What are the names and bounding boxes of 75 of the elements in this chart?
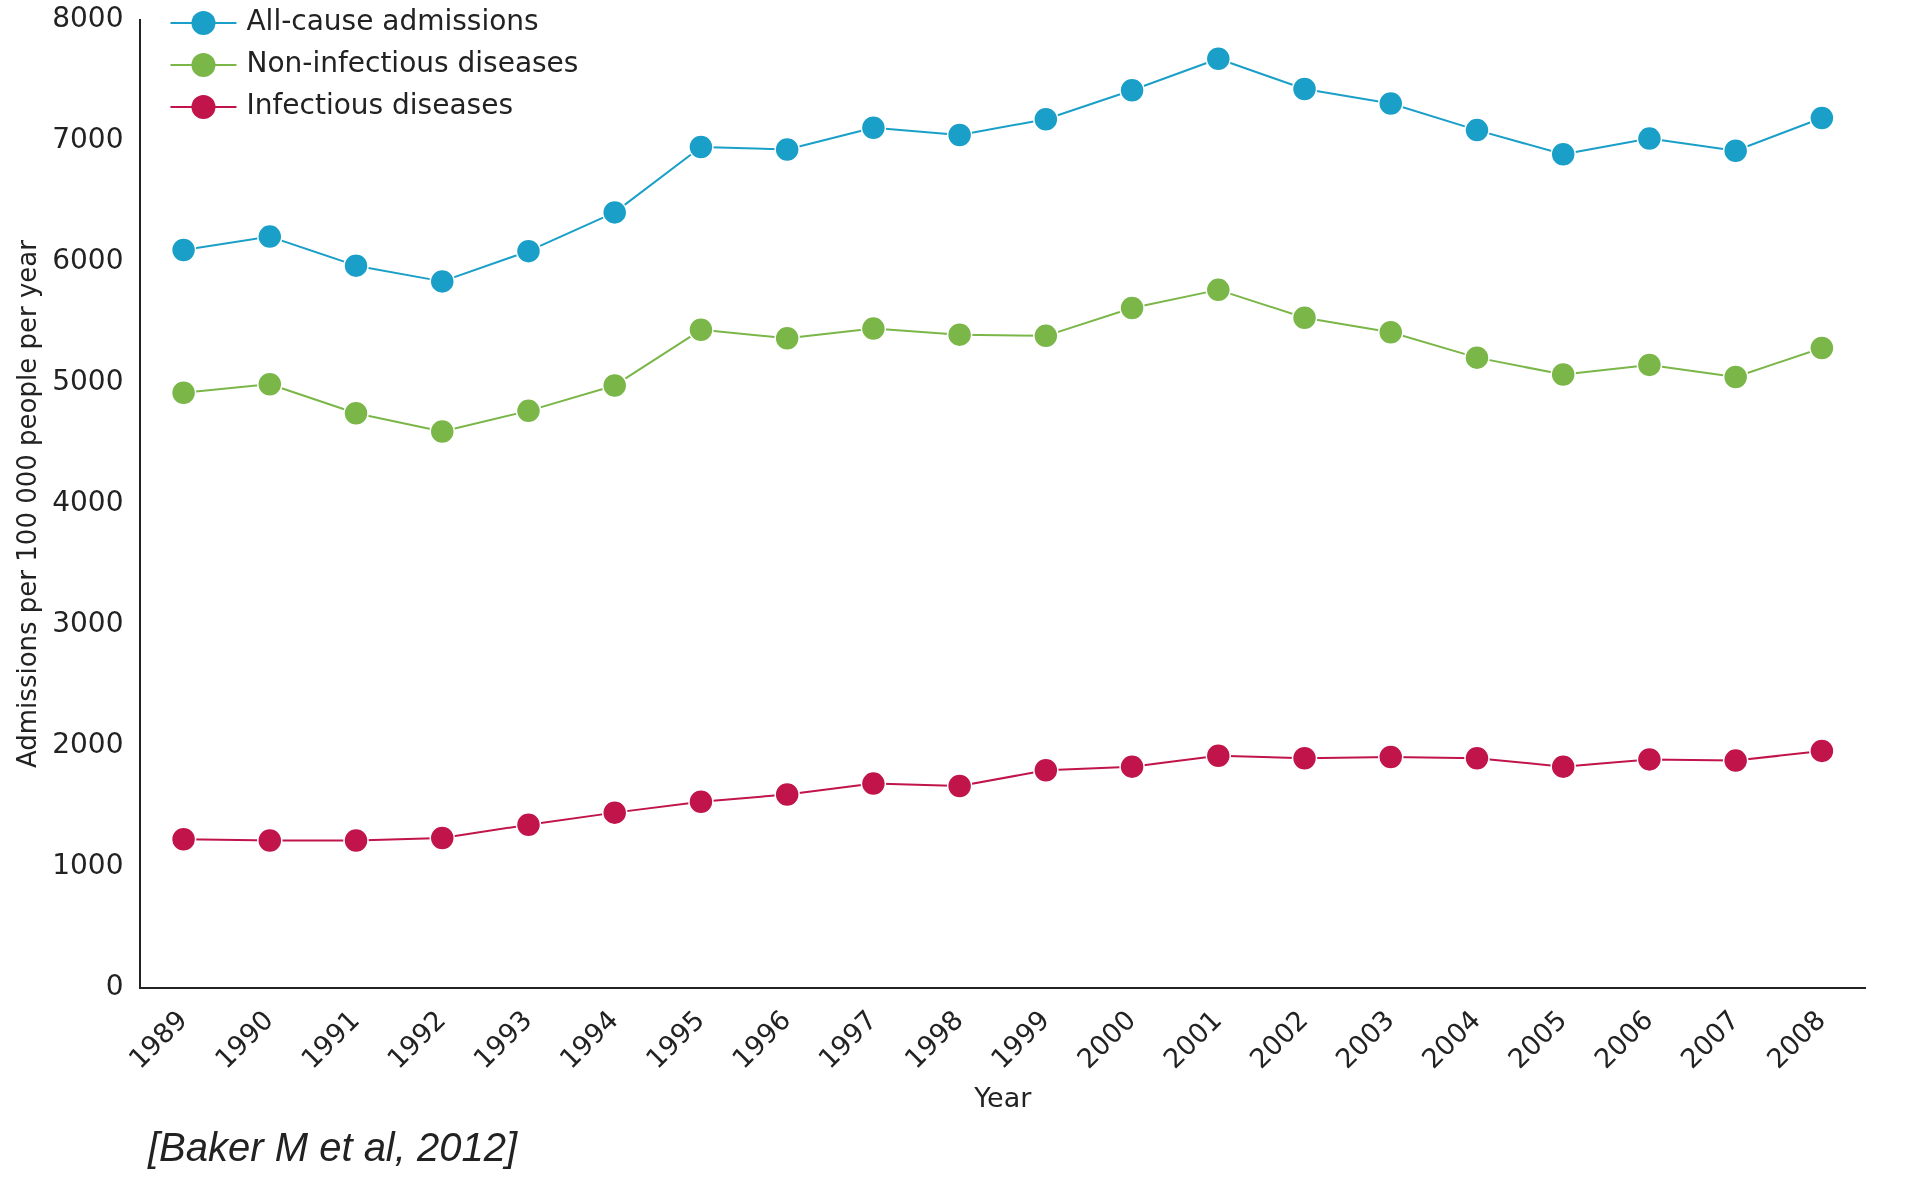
point [1550,753,1576,780]
point [1464,117,1490,143]
point [1378,90,1404,117]
legend-label: Non-infectious diseases [246,46,579,80]
y-tick-label: 6000 [52,243,124,277]
point [1722,364,1749,390]
y-tick-label: 8000 [52,1,124,35]
point [1378,744,1404,770]
point [1636,352,1663,378]
point [1119,295,1145,321]
text: [Baker M et al, 2012] [148,1125,518,1170]
point [688,134,714,160]
point [1809,335,1835,361]
point [774,781,800,808]
point [257,223,283,250]
point [1722,747,1749,774]
point [688,788,714,815]
point [688,317,714,343]
point [515,811,542,838]
point [946,321,973,348]
y-tick-label: 5000 [52,364,124,398]
legend-label: All-cause admissions [246,4,539,38]
point [1550,361,1576,388]
legend-label: Infectious diseases [246,88,513,122]
point [1809,738,1835,764]
point [1722,137,1749,164]
point [1205,45,1232,72]
point [429,268,455,295]
point [860,315,887,342]
point [601,372,628,399]
x-axis-title: Year [973,1081,1033,1113]
point [860,770,887,797]
y-tick-label: 1000 [52,848,124,882]
point [257,827,283,854]
point [1033,106,1059,132]
y-axis-title: Admissions per 100 000 people per year [12,239,43,769]
point [170,826,197,853]
point [1550,141,1576,168]
point [343,400,369,427]
y-tick-label: 4000 [52,485,124,519]
point [257,371,283,397]
point [429,418,455,445]
point [1205,743,1232,769]
point [946,122,973,148]
point [343,827,369,854]
point [601,199,628,226]
point [515,398,542,424]
point [1291,304,1318,331]
point [1033,757,1059,784]
point [1636,125,1663,152]
point [946,773,973,799]
point [1636,746,1663,773]
y-tick-label: 3000 [52,606,124,640]
y-tick-label: 7000 [52,122,124,156]
point [343,252,369,279]
point [1033,323,1059,349]
point [1291,745,1318,771]
point [1205,277,1232,303]
point [601,799,628,826]
point [1809,105,1835,131]
point [515,238,542,264]
point [1464,745,1490,771]
point [429,825,455,851]
point [1291,76,1318,102]
point [774,325,800,352]
point [1464,344,1490,371]
point [774,136,800,163]
point [1378,319,1404,345]
point [860,114,887,141]
point [1119,753,1145,780]
point [1119,77,1145,103]
y-tick-label: 2000 [52,727,124,761]
y-tick-label: 0 [105,969,124,1003]
point [170,237,197,263]
point [170,379,197,406]
